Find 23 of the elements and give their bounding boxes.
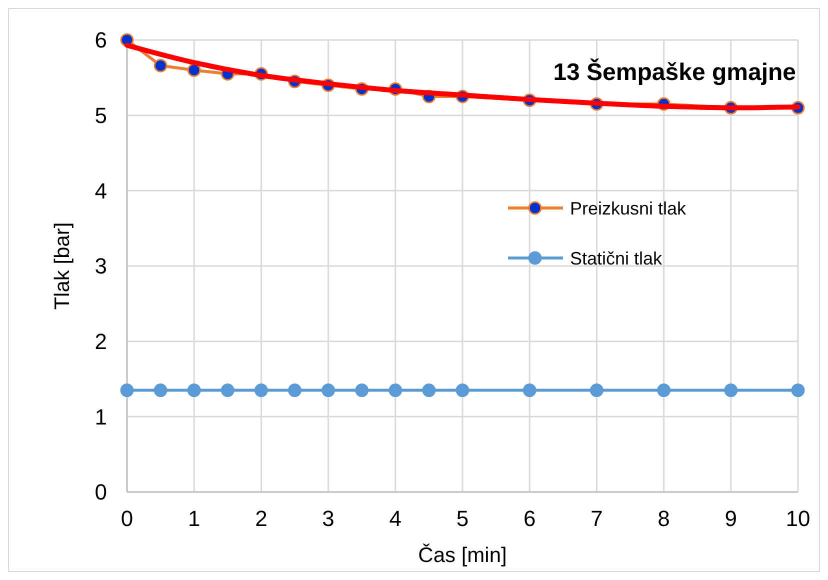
x-tick-label: 6: [523, 506, 536, 531]
x-tick-label: 5: [456, 506, 469, 531]
text: 13 Šempaške gmajne: [553, 58, 796, 86]
legend-label: Preizkusni tlak: [570, 198, 688, 218]
y-tick-label: 5: [94, 103, 107, 128]
x-tick-label: 2: [255, 506, 268, 531]
x-tick-label: 10: [786, 506, 810, 531]
y-tick-label: 0: [94, 480, 107, 505]
x-tick-label: 1: [188, 506, 200, 531]
x-tick-label: 9: [724, 506, 738, 531]
y-tick-label: 3: [94, 254, 107, 279]
y-tick-label: 6: [94, 28, 107, 53]
x-tick-label: 4: [389, 506, 402, 531]
x-tick-label: 3: [322, 506, 334, 531]
y-tick-label: 2: [94, 329, 107, 354]
x-axis-title: Čas [min]: [418, 543, 507, 567]
x-tick-label: 7: [590, 506, 603, 531]
x-tick-label: 8: [658, 506, 670, 531]
y-axis-title: Tlak [bar]: [51, 222, 74, 310]
x-tick-label: 0: [120, 506, 134, 531]
y-tick-label: 1: [94, 404, 107, 430]
y-tick-label: 4: [94, 178, 107, 204]
legend-label: Statični tlak: [570, 248, 664, 268]
